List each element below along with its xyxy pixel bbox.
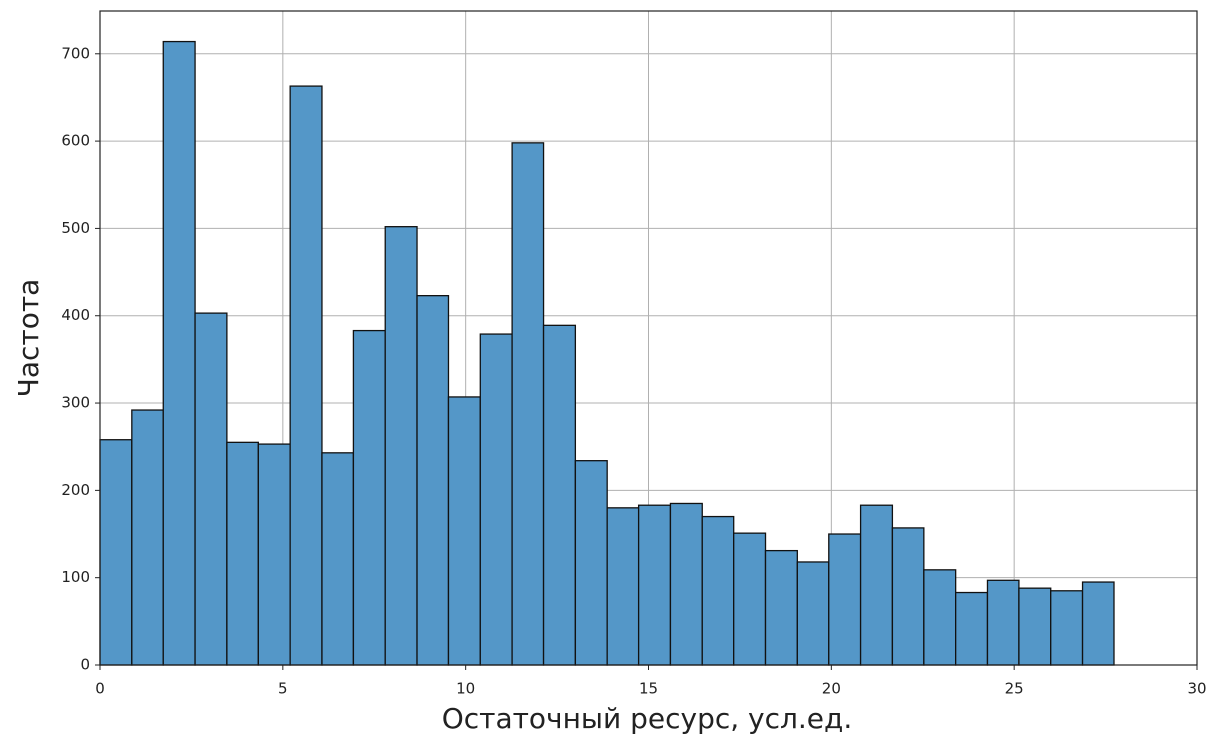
x-tick-label: 25	[1005, 680, 1024, 698]
bar	[955, 591, 989, 666]
bar	[733, 532, 767, 666]
bar	[669, 502, 703, 666]
bar	[289, 85, 323, 666]
bar	[986, 579, 1020, 666]
x-axis-label: Остаточный ресурс, усл.ед.	[442, 702, 853, 735]
bar	[226, 441, 259, 666]
x-tick-label: 5	[278, 680, 288, 698]
bar	[131, 409, 164, 666]
bar	[162, 40, 196, 666]
y-tick-label: 700	[61, 44, 90, 62]
y-tick-label: 600	[61, 132, 90, 150]
bar	[574, 460, 608, 666]
bar	[511, 142, 545, 666]
y-tick-label: 400	[61, 306, 90, 324]
bar	[1050, 590, 1084, 666]
bar	[923, 569, 957, 666]
y-axis-label: Частота	[12, 279, 45, 398]
y-tick-label: 100	[61, 568, 90, 586]
bar	[321, 452, 355, 666]
bar	[479, 333, 513, 666]
x-tick-label: 10	[456, 680, 475, 698]
bar	[637, 504, 672, 666]
bar	[1018, 587, 1052, 666]
bar	[384, 226, 418, 666]
y-tick-label: 200	[61, 481, 90, 499]
bar	[606, 507, 640, 666]
y-tick-label: 300	[61, 394, 90, 412]
y-tick-label: 500	[61, 219, 90, 237]
bar	[257, 443, 291, 666]
plot-frame	[99, 10, 1198, 666]
bar	[1081, 581, 1115, 666]
bar	[194, 312, 228, 666]
x-tick-label: 15	[639, 680, 658, 698]
bar	[701, 515, 735, 666]
x-tick-label: 20	[822, 680, 841, 698]
y-tick-label: 0	[80, 656, 90, 674]
bar	[796, 561, 830, 666]
bar	[352, 329, 386, 666]
bar	[891, 527, 925, 666]
x-tick-label: 0	[95, 680, 105, 698]
bar	[859, 504, 894, 666]
bar	[764, 549, 798, 666]
bar	[828, 533, 862, 666]
bar	[99, 439, 133, 666]
bar	[447, 396, 481, 666]
bar	[542, 324, 577, 666]
bar	[416, 295, 450, 666]
x-tick-label: 30	[1187, 680, 1206, 698]
